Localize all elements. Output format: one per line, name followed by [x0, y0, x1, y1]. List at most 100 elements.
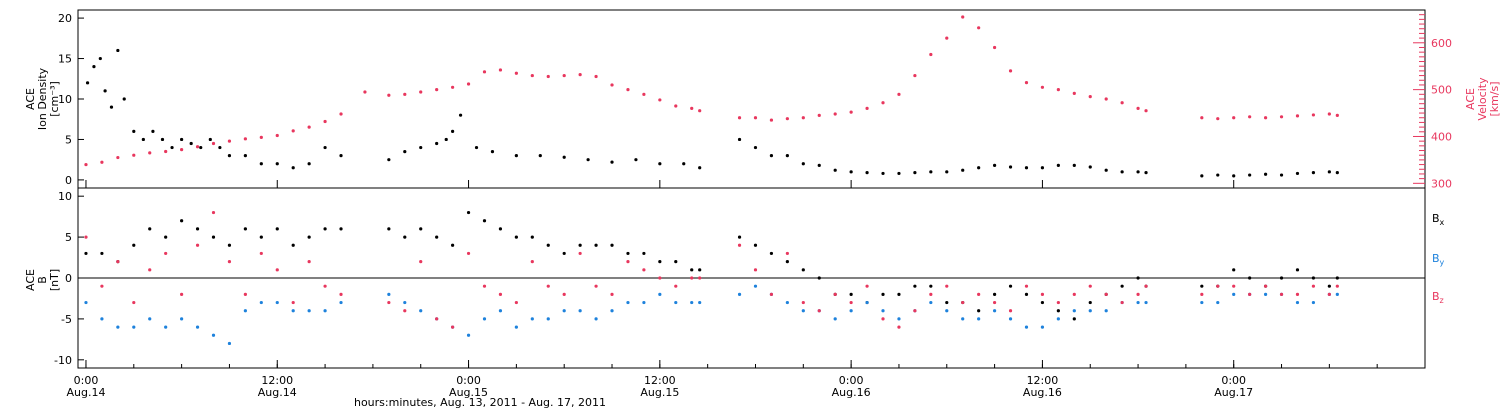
x-tick-date: Aug.14 [66, 386, 105, 399]
bz-point [419, 260, 423, 264]
by-point [180, 317, 184, 321]
ion-density-point [785, 154, 789, 158]
by-point [753, 284, 758, 288]
by-point [1024, 325, 1029, 329]
bx-point [466, 210, 471, 215]
velocity-point [1088, 95, 1092, 99]
bx-point [482, 219, 487, 223]
by-point [992, 309, 997, 313]
ion-density-point [865, 171, 869, 175]
ion-density-point [1040, 166, 1045, 170]
velocity-point [387, 93, 391, 97]
ion-density-point [218, 145, 222, 150]
velocity-point [100, 160, 104, 164]
by-point [211, 333, 216, 337]
ion-density-point [180, 137, 184, 142]
by-point [1056, 317, 1060, 321]
ion-density-point [189, 141, 193, 146]
x-tick-date: Aug.15 [640, 386, 679, 399]
ion-density-point [992, 163, 997, 167]
top-left-axis: 0 5 10 15 20 [58, 12, 84, 187]
velocity-point [1072, 91, 1076, 95]
by-point [195, 325, 200, 329]
ion-density-point [259, 162, 263, 166]
bx-point [977, 309, 981, 313]
bz-point [658, 276, 662, 280]
bx-point [1200, 284, 1204, 288]
bx-point [562, 251, 566, 256]
velocity-point [403, 92, 407, 96]
by-point [578, 309, 582, 313]
velocity-point [243, 137, 247, 141]
bz-point [227, 260, 232, 264]
by-point [897, 317, 901, 321]
ion-density-point [1008, 165, 1013, 169]
velocity-point [227, 139, 232, 143]
bx-point [785, 260, 789, 264]
bz-point [642, 268, 646, 272]
by-point [307, 309, 311, 313]
bz-point [562, 292, 566, 296]
bottom-left-tick-label: 10 [58, 190, 72, 203]
velocity-point [626, 88, 630, 92]
velocity-point [1216, 117, 1220, 121]
bz-point [148, 268, 152, 272]
by-point [291, 309, 295, 313]
top-left-tick-label: 5 [65, 133, 72, 146]
bz-point [817, 309, 821, 313]
bz-point [259, 251, 263, 256]
ion-density-point [514, 154, 518, 158]
ion-density-point [753, 145, 758, 150]
bx-point [1232, 268, 1236, 272]
ion-density-point [243, 154, 247, 158]
x-tick-date: Aug.17 [1214, 386, 1253, 399]
ion-density-point [1136, 170, 1140, 174]
bz-point [690, 276, 694, 280]
velocity-point [259, 135, 263, 140]
by-point [1216, 300, 1220, 305]
ion-density-point [538, 154, 542, 158]
bottom-left-axis: -10 -5 0 5 10 [54, 190, 84, 367]
bz-point [801, 300, 805, 305]
bz-point [387, 300, 391, 305]
bz-point [1279, 292, 1284, 296]
by-point [227, 341, 232, 346]
velocity-point [1024, 81, 1029, 85]
by-point [466, 333, 471, 337]
by-point [801, 309, 805, 313]
top-right-axis-label-line1: ACE [1464, 88, 1477, 110]
bz-point [1335, 284, 1339, 288]
bz-point [753, 268, 758, 272]
velocity-point [961, 15, 965, 19]
ion-density-point [610, 160, 614, 164]
bx-point [419, 227, 423, 231]
by-point [610, 309, 614, 313]
ion-density-point [849, 170, 853, 174]
bx-point [259, 235, 263, 239]
top-left-axis-label-line2: Ion Density [36, 67, 49, 130]
velocity-point [363, 90, 367, 94]
bx-point [1008, 284, 1013, 288]
ion-density-point [769, 154, 774, 158]
bx-point [1279, 276, 1284, 280]
bz-point [594, 284, 598, 288]
bz-point [833, 292, 837, 296]
ion-density-point [339, 154, 343, 158]
bx-point [658, 260, 662, 264]
velocity-point [116, 155, 120, 160]
bz-point [164, 251, 168, 256]
x-axis: 0:00Aug.1412:00Aug.140:00Aug.1512:00Aug.… [66, 180, 1426, 399]
bz-point [1232, 284, 1236, 288]
bx-point [211, 235, 216, 239]
bx-point [578, 243, 582, 247]
legend-bx: Bx [1432, 212, 1445, 227]
ion-density-point [1216, 173, 1220, 177]
by-point [387, 292, 391, 296]
velocity-point [195, 145, 200, 149]
bx-point [642, 251, 646, 256]
bz-point [1295, 292, 1300, 296]
velocity-point [148, 151, 152, 155]
velocity-point [929, 52, 933, 57]
bx-point [148, 227, 152, 231]
bx-point [753, 243, 758, 247]
